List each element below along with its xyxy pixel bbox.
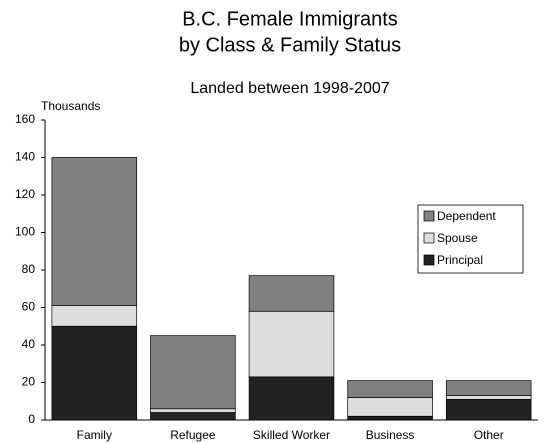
y-tick-label: 60 <box>22 300 36 314</box>
y-tick-label: 20 <box>22 375 36 389</box>
x-tick-label: Business <box>366 428 415 442</box>
x-tick-label: Other <box>474 428 504 442</box>
bar-segment <box>150 408 236 413</box>
y-tick-label: 40 <box>22 337 36 351</box>
legend-label: Principal <box>437 253 483 267</box>
bar-segment <box>248 310 335 378</box>
bar-segment <box>347 397 433 417</box>
bar-segment <box>347 380 433 398</box>
chart-title: B.C. Female Immigrants <box>182 8 398 30</box>
bar-segment <box>445 399 532 421</box>
chart-subtitle: Landed between 1998-2007 <box>190 80 389 97</box>
bar-segment <box>51 325 138 421</box>
y-tick-label: 160 <box>15 112 35 126</box>
legend-swatch <box>423 210 435 222</box>
bar-segment <box>248 275 335 312</box>
legend-swatch <box>423 254 435 266</box>
bar-segment <box>51 157 138 306</box>
bar-segment <box>445 380 532 396</box>
chart-title: by Class & Family Status <box>179 34 401 56</box>
x-tick-label: Refugee <box>170 428 216 442</box>
y-tick-label: 80 <box>22 262 36 276</box>
bar-segment <box>347 415 433 421</box>
bar-segment <box>248 376 335 421</box>
x-tick-label: Skilled Worker <box>253 428 330 442</box>
legend-box <box>417 204 524 274</box>
y-tick-label: 120 <box>15 187 35 201</box>
legend-label: Spouse <box>437 231 478 245</box>
y-tick-label: 140 <box>15 150 35 164</box>
bar-segment <box>51 305 138 327</box>
legend-label: Dependent <box>437 209 496 223</box>
y-tick-label: 100 <box>15 225 35 239</box>
bar-segment <box>150 412 236 421</box>
bar-segment <box>445 395 532 400</box>
bar-segment <box>150 335 236 410</box>
y-tick-label: 0 <box>28 412 35 426</box>
x-tick-label: Family <box>77 428 112 442</box>
legend-swatch <box>423 232 435 244</box>
y-axis-label: Thousands <box>41 99 100 113</box>
